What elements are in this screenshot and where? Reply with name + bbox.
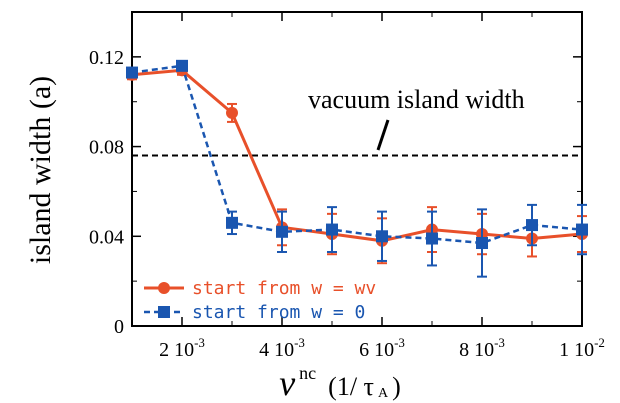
axis-ticks: 0 0.04 0.08 0.12 2 10-3 4 10-3 6 10-3 8 10-3 1 1…: [89, 12, 605, 361]
x-axis-label-unit-close: ): [392, 372, 401, 401]
data-point: [226, 106, 238, 119]
y-tick-label: 0: [114, 316, 124, 338]
plot-area: [131, 11, 583, 327]
data-series: [126, 59, 588, 278]
y-tick-label: 0.12: [89, 47, 124, 69]
x-tick-label: 4 10-3: [259, 335, 305, 361]
data-point: [276, 225, 288, 238]
series-2: [126, 59, 588, 278]
x-tick-label: 6 10-3: [359, 335, 405, 361]
svg-text:ν nc (1/ τ A: ν nc (1/ τ A ): [279, 363, 401, 403]
series-line: [131, 68, 583, 243]
vacuum-island-width-reference: vacuum island width: [132, 85, 582, 157]
plot-frame: [131, 11, 583, 327]
data-point: [426, 232, 438, 245]
data-point: [526, 219, 538, 232]
x-tick-label: 8 10-3: [459, 335, 505, 361]
data-point: [226, 216, 238, 229]
legend-label: start from w = 0: [192, 302, 365, 323]
y-tick-label: 0.04: [89, 226, 124, 248]
data-point: [176, 59, 188, 72]
x-axis-label-unit-subscript: A: [378, 386, 389, 401]
data-point: [476, 237, 488, 250]
y-axis-label: island width (a): [24, 76, 57, 264]
x-axis-label-unit: (1/ τ: [328, 372, 374, 401]
x-tick-label: 1 10-2: [559, 335, 605, 361]
legend-label: start from w = wv: [192, 278, 376, 299]
legend-marker: [158, 282, 170, 294]
y-tick-label: 0.08: [89, 137, 124, 159]
series-line: [131, 64, 583, 245]
x-tick-label: 2 10-3: [159, 335, 205, 361]
legend-marker: [158, 306, 170, 318]
data-point: [326, 223, 338, 236]
x-axis-label: ν nc (1/ τ A ): [279, 363, 401, 403]
vacuum-reference-label: vacuum island width: [308, 85, 525, 114]
data-point: [126, 66, 138, 79]
data-point: [576, 223, 588, 236]
x-axis-label-superscript: nc: [299, 363, 316, 383]
x-axis-label-symbol: ν: [279, 363, 295, 403]
data-point: [376, 230, 388, 243]
vacuum-reference-pointer: [376, 119, 390, 151]
legend: start from w = wv start from w = 0: [144, 278, 376, 323]
